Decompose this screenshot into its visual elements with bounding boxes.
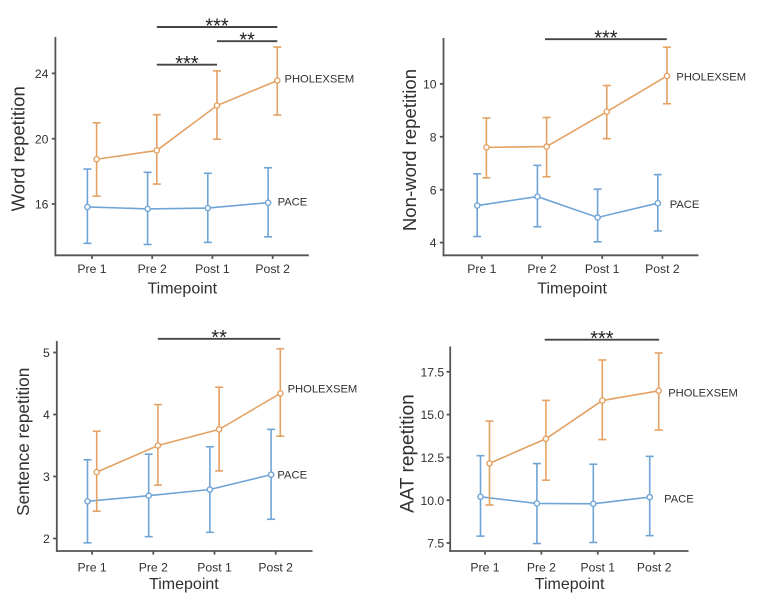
svg-text:8: 8	[430, 130, 437, 144]
svg-text:Pre 2: Pre 2	[527, 560, 556, 574]
svg-text:2: 2	[43, 532, 50, 546]
svg-text:Post 1: Post 1	[581, 560, 616, 574]
svg-text:Post 1: Post 1	[585, 262, 620, 276]
svg-text:Pre 2: Pre 2	[527, 262, 556, 276]
svg-text:Word repetition: Word repetition	[8, 86, 29, 211]
svg-text:PHOLEXSEM: PHOLEXSEM	[285, 74, 355, 86]
svg-text:12.5: 12.5	[420, 451, 444, 465]
svg-text:Pre 1: Pre 1	[77, 262, 106, 276]
svg-text:Post 2: Post 2	[637, 560, 672, 574]
svg-text:***: ***	[594, 28, 618, 50]
svg-text:Post 1: Post 1	[195, 262, 230, 276]
svg-text:Pre 1: Pre 1	[467, 262, 496, 276]
svg-text:PACE: PACE	[277, 470, 307, 482]
svg-text:Post 2: Post 2	[255, 262, 290, 276]
svg-text:PACE: PACE	[664, 493, 694, 505]
svg-text:***: ***	[175, 53, 199, 75]
svg-text:Timepoint: Timepoint	[149, 576, 219, 593]
svg-text:Post 1: Post 1	[197, 560, 232, 574]
svg-text:16: 16	[35, 198, 49, 212]
svg-text:4: 4	[43, 408, 50, 422]
svg-text:PACE: PACE	[278, 197, 308, 209]
svg-text:10.0: 10.0	[420, 494, 444, 508]
svg-text:Timepoint: Timepoint	[535, 576, 605, 593]
svg-text:Pre 1: Pre 1	[470, 560, 499, 574]
svg-text:Sentence repetition: Sentence repetition	[13, 368, 33, 516]
svg-text:***: ***	[205, 15, 229, 37]
svg-text:Post 2: Post 2	[258, 560, 293, 574]
svg-text:Post 2: Post 2	[645, 262, 680, 276]
svg-text:10: 10	[423, 78, 437, 92]
svg-text:AAT repetition: AAT repetition	[398, 394, 419, 513]
svg-text:***: ***	[590, 328, 614, 350]
svg-text:15.0: 15.0	[420, 408, 444, 422]
svg-text:PHOLEXSEM: PHOLEXSEM	[676, 72, 746, 84]
svg-text:PACE: PACE	[670, 199, 700, 211]
svg-text:Non-word repetition: Non-word repetition	[399, 69, 420, 231]
svg-text:Timepoint: Timepoint	[147, 281, 217, 298]
svg-text:6: 6	[430, 183, 437, 197]
svg-text:Pre 1: Pre 1	[78, 560, 107, 574]
svg-text:3: 3	[43, 470, 50, 484]
svg-text:4: 4	[430, 236, 437, 250]
svg-text:Pre 2: Pre 2	[138, 262, 167, 276]
svg-text:5: 5	[43, 346, 50, 360]
svg-text:**: **	[211, 327, 227, 349]
svg-text:**: **	[239, 30, 255, 52]
svg-text:Pre 2: Pre 2	[139, 560, 168, 574]
svg-text:24: 24	[35, 67, 49, 81]
svg-text:7.5: 7.5	[427, 537, 444, 551]
svg-text:17.5: 17.5	[420, 365, 444, 379]
svg-text:PHOLEXSEM: PHOLEXSEM	[668, 387, 738, 399]
svg-text:20: 20	[35, 132, 49, 146]
svg-text:PHOLEXSEM: PHOLEXSEM	[288, 384, 358, 396]
svg-text:Timepoint: Timepoint	[537, 281, 607, 298]
